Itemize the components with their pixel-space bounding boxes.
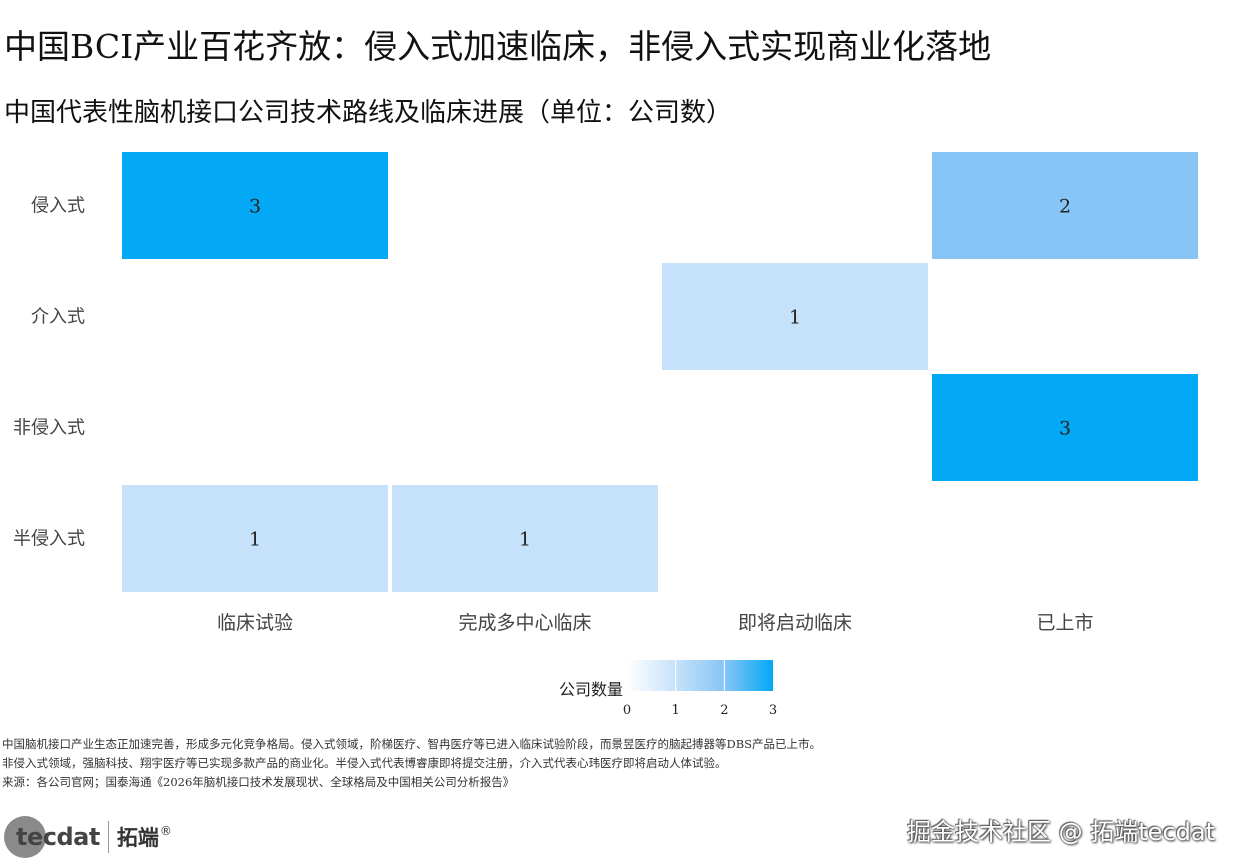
legend-title: 公司数量 [559,680,623,699]
brand-chinese-name: 拓端 [116,826,159,850]
heatmap-cell [932,152,1198,259]
watermark: 掘金技术社区 @ 拓端tecdat [907,818,1215,846]
cell-value-label: 1 [249,529,261,551]
y-axis-tick-label: 半侵入式 [13,529,85,550]
chart-title: 中国代表性脑机接口公司技术路线及临床进展（单位：公司数） [4,98,733,128]
source-line: 来源：各公司官网；国泰海通《2026年脑机接口技术发展现状、全球格局及中国相关公… [2,775,515,789]
y-axis-tick-label: 非侵入式 [13,418,85,439]
cell-value-label: 3 [1059,418,1071,440]
footnote-line: 非侵入式领域，强脑科技、翔宇医疗等已实现多款产品的商业化。半侵入式代表博睿康即将… [2,756,727,770]
footnotes: 中国脑机接口产业生态正加速完善，形成多元化竞争格局。侵入式领域，阶梯医疗、智冉医… [2,735,821,792]
x-axis-tick-label: 已上市 [1036,612,1093,634]
legend-tick-label: 0 [623,703,631,718]
legend-colorbar [627,660,773,691]
y-axis-tick-label: 介入式 [31,307,85,328]
legend-tick-label: 1 [672,703,680,718]
footnote-line: 中国脑机接口产业生态正加速完善，形成多元化竞争格局。侵入式领域，阶梯医疗、智冉医… [2,737,822,751]
heatmap-cell [932,374,1198,481]
x-axis-tick-label: 临床试验 [217,612,293,634]
cell-value-label: 2 [1059,196,1071,218]
x-axis-tick-label: 即将启动临床 [738,612,852,634]
brand-logo: tecdat 拓端 ® [4,816,172,858]
cell-value-label: 1 [789,307,801,329]
cell-value-label: 1 [519,529,531,551]
y-axis-tick-label: 侵入式 [31,196,85,217]
logo-circle-icon [4,816,46,858]
x-axis-tick-label: 完成多中心临床 [458,612,591,634]
heatmap-cell [122,485,388,592]
page-title: 中国BCI产业百花齐放：侵入式加速临床，非侵入式实现商业化落地 [4,27,992,66]
heatmap-cell [662,263,928,370]
heatmap-cell [122,152,388,259]
brand-wordmark: tecdat [16,823,100,851]
legend-tick-label: 2 [720,703,728,718]
registered-mark: ® [159,824,172,838]
legend-tick-label: 3 [769,703,777,718]
brand-divider [107,821,109,853]
cell-value-label: 3 [249,196,261,218]
heatmap-cell [392,485,658,592]
